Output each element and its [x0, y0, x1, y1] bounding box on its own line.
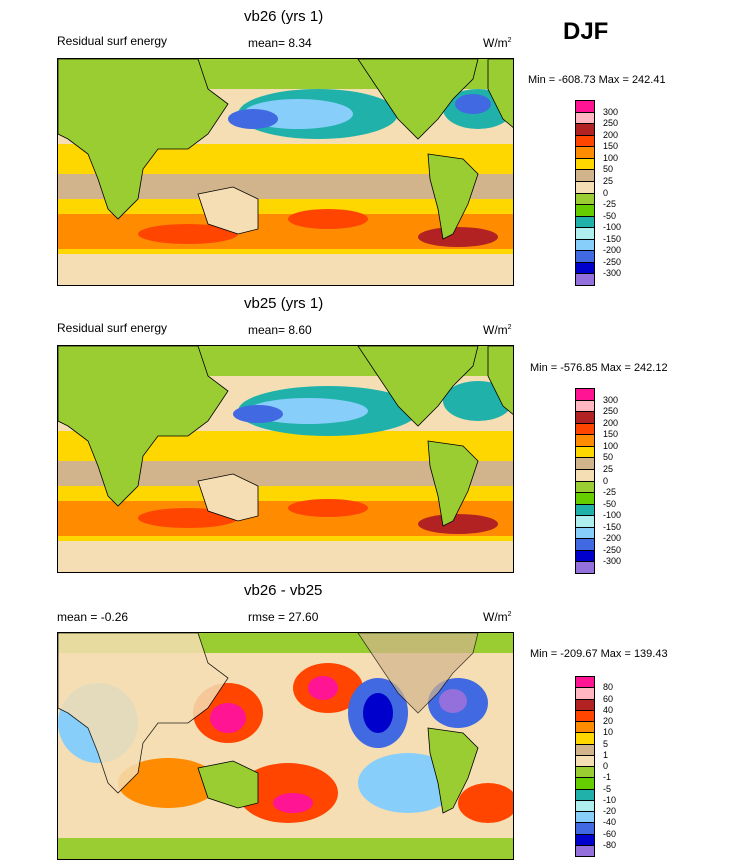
- season-label: DJF: [563, 18, 609, 45]
- colorbar-tick-label: 100: [603, 440, 619, 451]
- panel-1-units: W/m2: [483, 36, 512, 50]
- colorbar-tick-label: 200: [603, 129, 619, 140]
- colorbar-tick-label: 0: [603, 187, 609, 198]
- colorbar-tick-label: -300: [603, 268, 622, 279]
- colorbar-tick-label: 25: [603, 175, 614, 186]
- colorbar-tick-label: -200: [603, 533, 622, 544]
- colorbar-tick-label: 50: [603, 452, 614, 463]
- colorbar-tick-label: 250: [603, 406, 619, 417]
- colorbar-tick-label: 1: [603, 749, 609, 760]
- colorbar-tick-label: 300: [603, 394, 619, 405]
- panel-3-map-plot: [58, 633, 513, 859]
- colorbar-tick-label: -100: [603, 510, 622, 521]
- colorbar-tick-label: 5: [603, 738, 609, 749]
- panel-3-units: W/m2: [483, 610, 512, 624]
- colorbar-tick-label: 250: [603, 118, 619, 129]
- colorbar-tick-label: -5: [603, 783, 612, 794]
- colorbar-tick-label: 150: [603, 429, 619, 440]
- colorbar-tick-label: -50: [603, 498, 617, 509]
- panel-3-mean-label: mean = -0.26: [57, 610, 129, 624]
- colorbar-tick-label: 25: [603, 463, 614, 474]
- colorbar-tick-label: 80: [603, 682, 614, 693]
- panel-3-title: vb26 - vb25: [244, 582, 323, 599]
- colorbar-tick-label: -20: [603, 806, 617, 816]
- panel-3-map: [57, 632, 514, 860]
- colorbar-tick-label: -60: [603, 828, 617, 839]
- colorbar-tick-label: -150: [603, 233, 622, 244]
- panel-3-rmse-label: rmse = 27.60: [248, 610, 319, 624]
- colorbar-tick-label: 0: [603, 761, 609, 771]
- panel-2-title: vb25 (yrs 1): [244, 295, 324, 312]
- colorbar-tick-label: -200: [603, 245, 622, 256]
- colorbar-tick-label: 150: [603, 141, 619, 152]
- panel-1-minmax: Min = -608.73 Max = 242.41: [528, 74, 666, 86]
- panel-3-colorbar: 80 60 40 20 10 5 1 0 -1 -5 -10 -20 -40 -60 -80: [575, 676, 645, 857]
- panel-2-map-plot: [58, 346, 513, 572]
- colorbar-tick-label: -300: [603, 556, 622, 567]
- colorbar-tick-label: -80: [603, 839, 617, 850]
- panel-2-mean-label: mean= 8.60: [248, 323, 312, 337]
- colorbar-tick-label: 20: [603, 716, 614, 726]
- panel-1-variable-label: Residual surf energy: [57, 34, 168, 48]
- colorbar-tick-label: 40: [603, 704, 614, 715]
- colorbar-tick-label: 0: [603, 475, 609, 486]
- colorbar-tick-label: 60: [603, 693, 614, 704]
- colorbar-tick-label: -250: [603, 544, 622, 555]
- colorbar-tick-label: -25: [603, 199, 617, 210]
- panel-2-map: [57, 345, 514, 573]
- colorbar-swatch: [575, 561, 595, 574]
- colorbar-tick-label: 50: [603, 164, 614, 175]
- panel-1-map-plot: [58, 59, 513, 285]
- colorbar-tick-label: -10: [603, 794, 617, 805]
- colorbar-swatch: [575, 273, 595, 286]
- colorbar-tick-label: -1: [603, 772, 612, 783]
- colorbar-tick-label: 200: [603, 417, 619, 428]
- panel-1-title: vb26 (yrs 1): [244, 8, 324, 25]
- colorbar-tick-label: -50: [603, 210, 617, 221]
- panel-2-colorbar: 300 250 200 150 100 50 25 0 -25 -50 -100 -150 -200 -2…: [575, 388, 645, 574]
- colorbar-swatch: [575, 844, 595, 857]
- panel-1-map: [57, 58, 514, 286]
- colorbar-tick-label: 300: [603, 106, 619, 117]
- colorbar-tick-label: -40: [603, 817, 617, 828]
- colorbar-tick-label: -100: [603, 222, 622, 233]
- panel-1-colorbar: 300 250 200 150 100 50 25 0 -25 -50 -100 -150 -200 -2…: [575, 100, 645, 286]
- panel-2-minmax: Min = -576.85 Max = 242.12: [530, 362, 668, 374]
- colorbar-tick-label: -150: [603, 521, 622, 532]
- panel-2-units: W/m2: [483, 323, 512, 337]
- colorbar-tick-label: 10: [603, 727, 614, 738]
- colorbar-tick-label: -25: [603, 487, 617, 498]
- colorbar-tick-label: -250: [603, 256, 622, 267]
- panel-3-minmax: Min = -209.67 Max = 139.43: [530, 648, 668, 660]
- panel-2-variable-label: Residual surf energy: [57, 321, 168, 335]
- panel-1-mean-label: mean= 8.34: [248, 36, 312, 50]
- colorbar-tick-label: 100: [603, 152, 619, 163]
